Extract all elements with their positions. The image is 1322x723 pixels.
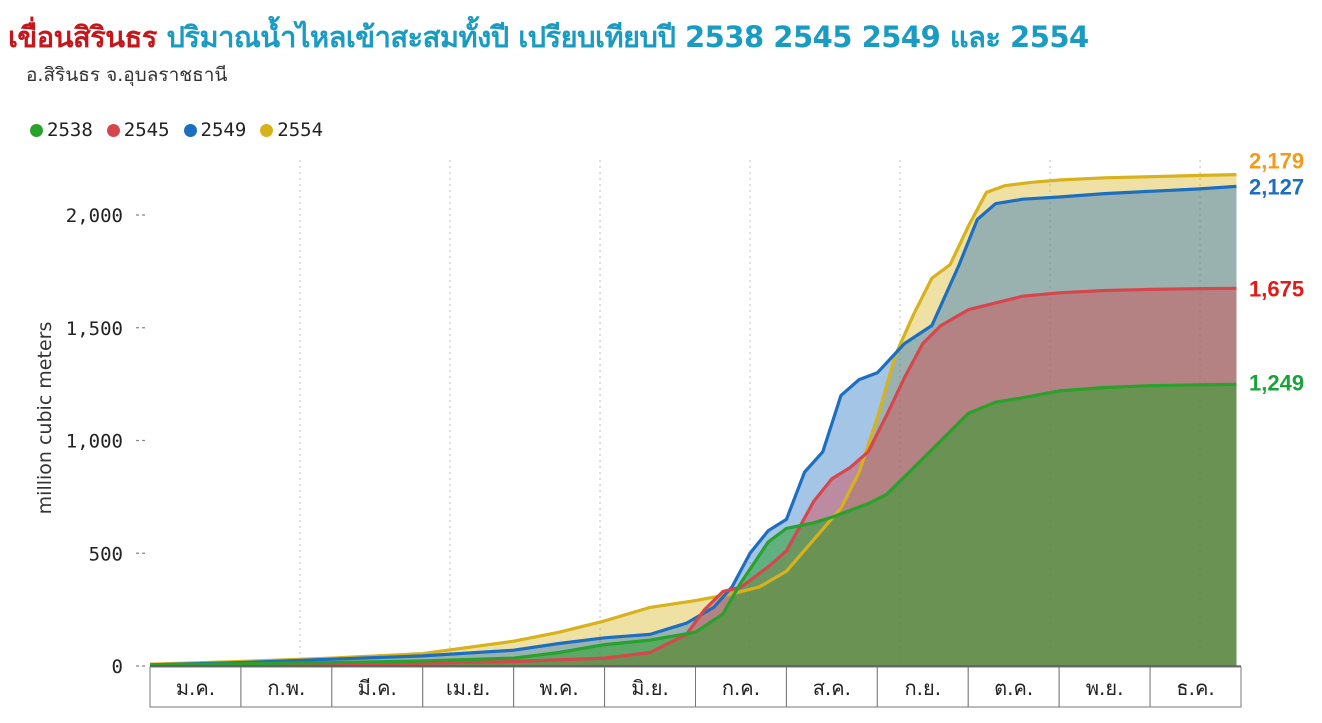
y-axis-ticks: 0 500 1,000 1,500 2,000: [66, 205, 148, 678]
x-tick-box: [1058, 666, 1151, 708]
legend-dot-2549: [183, 123, 197, 137]
legend-item-2554[interactable]: 2554: [260, 119, 323, 141]
legend-label-2538: 2538: [47, 119, 93, 141]
y-axis-label: million cubic meters: [34, 322, 56, 515]
x-tick-label: ธ.ค.: [1176, 676, 1214, 700]
legend-item-2549[interactable]: 2549: [183, 119, 247, 141]
legend-dot-2538: [30, 123, 43, 137]
series-areas: [149, 173, 1237, 667]
y-tick-label: 1,000: [66, 431, 123, 453]
legend-label-2554: 2554: [277, 119, 324, 141]
line-2549: [149, 184, 1237, 667]
x-tick-box: [422, 666, 515, 708]
x-tick-label: มิ.ย.: [631, 676, 669, 700]
x-tick-label: มี.ค.: [358, 676, 397, 700]
x-tick-box: [1149, 666, 1242, 708]
chart-title: เขื่อนสิรินธร ปริมาณน้ำไหลเข้าสะสมทั้งปี…: [8, 14, 1089, 60]
line-2538: [149, 382, 1237, 667]
x-tick-label: ก.ย.: [905, 676, 942, 700]
x-tick-box: [149, 666, 242, 708]
legend: 2538 2545 2549 2554: [30, 119, 323, 141]
x-tick-label: ก.ค.: [722, 676, 760, 700]
end-label-2554: 2,179: [1249, 149, 1304, 174]
line-2545: [149, 286, 1237, 667]
x-tick-label: ม.ค.: [176, 676, 215, 700]
x-tick-box: [876, 666, 969, 708]
legend-label-2549: 2549: [200, 119, 247, 141]
area-2538: [150, 384, 1237, 666]
x-tick-box: [513, 666, 606, 708]
x-tick-box: [331, 666, 424, 708]
x-tick-box: [785, 666, 878, 708]
x-tick-box: [695, 666, 787, 708]
legend-dot-2554: [260, 123, 274, 137]
chart-subtitle: อ.สิรินธร จ.อุบลราชธานี: [26, 64, 228, 86]
y-tick-label: 1,500: [66, 318, 123, 340]
x-tick-label: ส.ค.: [813, 676, 851, 700]
end-label-2538: 1,249: [1249, 370, 1304, 395]
x-tick-label: พ.ย.: [1086, 676, 1124, 700]
x-axis: ม.ค. ก.พ. มี.ค. เม.ย. พ.ค. มิ.ย. ก.ค. ส.ค. ก.ย. ต…: [149, 665, 1242, 708]
legend-label-2545: 2545: [123, 119, 170, 141]
x-tick-label: เม.ย.: [446, 676, 490, 700]
x-tick-label: ต.ค.: [994, 676, 1033, 700]
y-tick-label: 500: [89, 543, 123, 565]
x-tick-label: พ.ค.: [539, 676, 578, 700]
x-tick-label: ก.พ.: [267, 676, 305, 700]
title-description: ปริมาณน้ำไหลเข้าสะสมทั้งปี เปรียบเทียบปี…: [166, 20, 1089, 54]
y-tick-label: 2,000: [66, 205, 123, 227]
line-2554: [149, 173, 1237, 666]
legend-item-2538[interactable]: 2538: [30, 119, 93, 141]
legend-dot-2545: [106, 123, 120, 137]
x-tick-box: [967, 666, 1060, 708]
y-tick-label: 0: [112, 656, 123, 678]
legend-item-2545[interactable]: 2545: [106, 119, 170, 141]
title-dam-name: เขื่อนสิรินธร: [8, 20, 157, 54]
end-label-2549: 2,127: [1249, 174, 1304, 199]
end-label-2545: 1,675: [1249, 276, 1304, 301]
